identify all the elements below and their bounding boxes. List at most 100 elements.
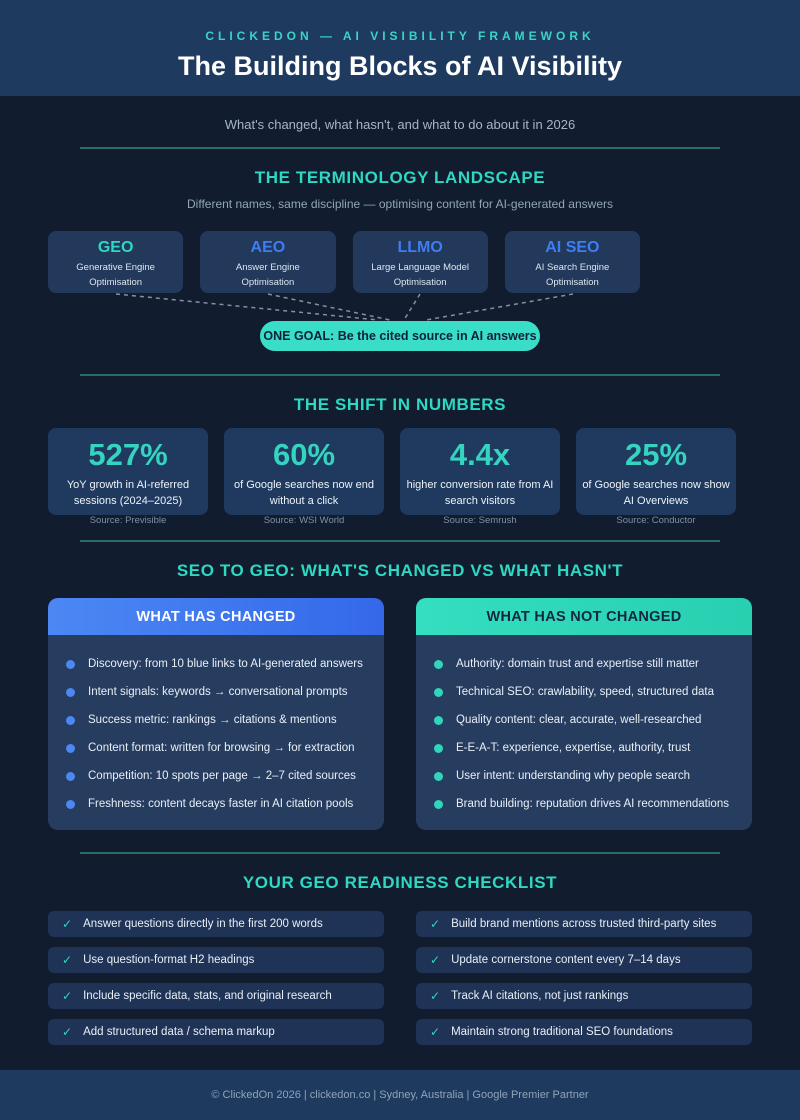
list-item: Competition: 10 spots per page → 2–7 cit… <box>66 770 366 782</box>
list-item-label: Quality content: clear, accurate, well-r… <box>456 714 702 726</box>
content: What's changed, what hasn't, and what to… <box>48 96 752 1070</box>
checklist-item-label: Track AI citations, not just rankings <box>451 990 629 1002</box>
bullet-dot-icon <box>66 771 75 781</box>
checklist-item: ✓ Maintain strong traditional SEO foundat… <box>416 1019 752 1045</box>
stat-value: 25% <box>624 437 688 472</box>
terminology-card-aeo: AEO Answer Engine Optimisation <box>200 231 336 293</box>
stat-value: 4.4x <box>449 437 511 472</box>
list-item: Freshness: content decays faster in AI c… <box>66 798 366 810</box>
bullet-dot-icon <box>434 743 443 753</box>
brand-kicker: CLICKEDON — AI VISIBILITY FRAMEWORK <box>205 29 595 43</box>
stat-value: 60% <box>272 437 336 472</box>
comparison-section-title: SEO TO GEO: WHAT'S CHANGED VS WHAT HASN'… <box>176 561 624 580</box>
list-item-label: Success metric: rankings → citations & m… <box>88 714 337 726</box>
terminology-card-geo: GEO Generative Engine Optimisation <box>48 231 184 293</box>
connector-line-llmo <box>403 293 421 321</box>
checklist-section-title: YOUR GEO READINESS CHECKLIST <box>242 873 558 892</box>
acronym-full-name: Generative Engine Optimisation <box>76 262 155 288</box>
bullet-dot-icon <box>66 715 75 725</box>
bullet-dot-icon <box>434 715 443 725</box>
stat-card: 4.4x higher conversion rate from AI sear… <box>400 428 560 526</box>
checklist-item: ✓ Update cornerstone content every 7–14 d… <box>416 947 752 973</box>
stat-card: 60% of Google searches now end without a… <box>224 428 384 526</box>
list-item-label: Brand building: reputation drives AI rec… <box>456 798 729 810</box>
checklist-item: ✓ Include specific data, stats, and origi… <box>48 983 384 1009</box>
acronym-full-name: Answer Engine Optimisation <box>235 262 300 288</box>
connector-line-ai-seo <box>425 293 574 321</box>
unchanged-column: WHAT HAS NOT CHANGED Authority: domain t… <box>416 598 752 830</box>
checkmark-icon: ✓ <box>430 1025 441 1039</box>
comparison-grid: WHAT HAS CHANGED Discovery: from 10 blue… <box>48 598 752 830</box>
acronym-full-name: Large Language Model Optimisation <box>371 262 469 288</box>
changed-column: WHAT HAS CHANGED Discovery: from 10 blue… <box>48 598 384 830</box>
checkmark-icon: ✓ <box>62 917 73 931</box>
checklist-item: ✓ Build brand mentions across trusted thi… <box>416 911 752 937</box>
list-item: Brand building: reputation drives AI rec… <box>434 798 734 810</box>
acronym-label: GEO <box>97 239 134 256</box>
unchanged-column-body: Authority: domain trust and expertise st… <box>416 635 752 830</box>
bullet-dot-icon <box>434 771 443 781</box>
acronym-full-name: AI Search Engine Optimisation <box>535 262 610 288</box>
divider <box>80 147 720 149</box>
checklist-item-label: Maintain strong traditional SEO foundati… <box>451 1026 673 1038</box>
list-item-label: Competition: 10 spots per page → 2–7 cit… <box>88 770 356 782</box>
terminology-section-subtitle: Different names, same discipline — optim… <box>187 197 613 211</box>
checkmark-icon: ✓ <box>62 1025 73 1039</box>
divider <box>80 374 720 376</box>
list-item-label: Content format: written for browsing → f… <box>88 742 355 754</box>
stat-label: of Google searches now show AI Overviews <box>582 479 730 507</box>
list-item-label: Authority: domain trust and expertise st… <box>456 658 699 670</box>
header-band: CLICKEDON — AI VISIBILITY FRAMEWORK The … <box>0 0 800 96</box>
connector-lines <box>115 293 574 321</box>
checkmark-icon: ✓ <box>430 917 441 931</box>
bullet-dot-icon <box>66 659 75 669</box>
checklist-item-label: Include specific data, stats, and origin… <box>83 990 332 1002</box>
checkmark-icon: ✓ <box>62 953 73 967</box>
intro-subtitle: What's changed, what hasn't, and what to… <box>224 117 576 132</box>
stat-source: Source: Previsible <box>89 514 167 526</box>
checkmark-icon: ✓ <box>430 989 441 1003</box>
changed-column-body: Discovery: from 10 blue links to AI-gene… <box>48 635 384 830</box>
acronym-label: AI SEO <box>545 239 600 256</box>
stat-value: 527% <box>88 437 168 472</box>
bullet-dot-icon <box>434 799 443 809</box>
stat-label: YoY growth in AI-referred sessions (2024… <box>66 479 190 507</box>
stat-label: higher conversion rate from AI search vi… <box>406 479 554 507</box>
list-item: Success metric: rankings → citations & m… <box>66 714 366 726</box>
stat-card: 527% YoY growth in AI-referred sessions … <box>48 428 208 526</box>
list-item-label: User intent: understanding why people se… <box>456 770 690 782</box>
footer-band: © ClickedOn 2026 | clickedon.co | Sydney… <box>0 1070 800 1120</box>
checklist-item: ✓ Answer questions directly in the first … <box>48 911 384 937</box>
bullet-dot-icon <box>66 743 75 753</box>
list-item: User intent: understanding why people se… <box>434 770 734 782</box>
acronym-label: AEO <box>250 239 286 256</box>
terminology-card-grid: GEO Generative Engine Optimisation AEO A… <box>48 231 640 293</box>
bullet-dot-icon <box>66 687 75 697</box>
page-title: The Building Blocks of AI Visibility <box>177 51 623 81</box>
footer-text: © ClickedOn 2026 | clickedon.co | Sydney… <box>211 1089 589 1101</box>
checklist-item-label: Build brand mentions across trusted thir… <box>451 918 717 930</box>
list-item-label: Technical SEO: crawlability, speed, stru… <box>456 686 715 698</box>
checklist-item: ✓ Use question-format H2 headings <box>48 947 384 973</box>
connector-line-aeo <box>267 293 391 321</box>
changed-column-header: WHAT HAS CHANGED <box>48 598 384 635</box>
terminology-section-title: THE TERMINOLOGY LANDSCAPE <box>254 168 546 187</box>
list-item-label: Intent signals: keywords → conversationa… <box>88 686 348 698</box>
checklist-grid: ✓ Answer questions directly in the first … <box>48 911 752 1045</box>
list-item: Quality content: clear, accurate, well-r… <box>434 714 734 726</box>
checklist-item: ✓ Track AI citations, not just rankings <box>416 983 752 1009</box>
list-item: Technical SEO: crawlability, speed, stru… <box>434 686 734 698</box>
unchanged-column-header: WHAT HAS NOT CHANGED <box>416 598 752 635</box>
checkmark-icon: ✓ <box>430 953 441 967</box>
connector-line-geo <box>115 293 379 321</box>
list-item: Discovery: from 10 blue links to AI-gene… <box>66 658 366 670</box>
terminology-card-llmo: LLMO Large Language Model Optimisation <box>352 231 488 293</box>
stats-card-grid: 527% YoY growth in AI-referred sessions … <box>48 428 736 526</box>
checklist-item-label: Answer questions directly in the first 2… <box>83 918 323 930</box>
checklist-item-label: Add structured data / schema markup <box>83 1026 275 1038</box>
stat-label: of Google searches now end without a cli… <box>233 479 375 507</box>
list-item: E-E-A-T: experience, expertise, authorit… <box>434 742 734 754</box>
list-item-label: E-E-A-T: experience, expertise, authorit… <box>456 742 691 754</box>
stat-source: Source: WSI World <box>263 514 345 526</box>
